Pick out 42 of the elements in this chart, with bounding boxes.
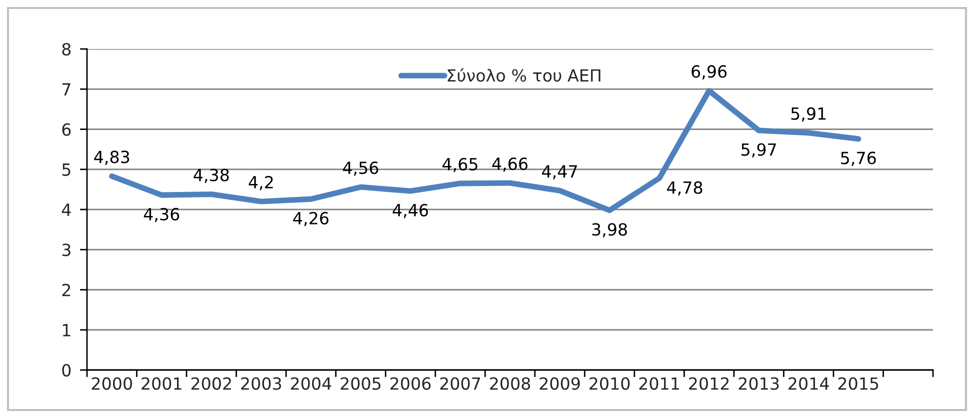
legend-label: Σύνολο % του ΑΕΠ xyxy=(448,68,600,82)
x-tick-label: 2007 xyxy=(440,377,480,390)
data-label: 4,36 xyxy=(144,208,180,222)
x-tick-label: 2006 xyxy=(390,377,431,390)
x-tick-label: 2001 xyxy=(142,377,182,390)
x-tick-label: 2009 xyxy=(540,377,580,390)
data-label: 4,26 xyxy=(293,212,328,226)
y-tick-label: 7 xyxy=(62,83,70,96)
data-label: 4,83 xyxy=(94,150,130,165)
x-tick-label: 2008 xyxy=(490,377,530,390)
data-label: 5,97 xyxy=(742,143,776,158)
x-tick-label: 2012 xyxy=(689,377,729,390)
data-label: 5,91 xyxy=(791,107,826,122)
x-tick-label: 2010 xyxy=(590,377,630,390)
data-label: 3,98 xyxy=(592,223,627,238)
data-label: 4,65 xyxy=(442,158,478,172)
data-label: 4,47 xyxy=(542,165,577,180)
y-tick-label: 1 xyxy=(62,324,70,336)
x-tick-label: 2015 xyxy=(838,377,878,390)
data-label: 4,38 xyxy=(194,168,229,183)
data-label: 4,66 xyxy=(492,157,528,172)
x-tick-label: 2004 xyxy=(290,377,332,390)
y-tick-label: 2 xyxy=(62,284,70,296)
x-tick-label: 2014 xyxy=(788,377,829,390)
y-tick-label: 0 xyxy=(62,364,71,377)
y-tick-label: 6 xyxy=(62,123,71,136)
x-tick-label: 2000 xyxy=(92,377,132,390)
data-label: 4,78 xyxy=(667,181,702,196)
data-label: 4,56 xyxy=(342,161,378,176)
y-tick-label: 8 xyxy=(62,42,71,56)
data-label: 5,76 xyxy=(841,152,876,166)
y-tick-label: 4 xyxy=(62,204,71,216)
x-tick-label: 2003 xyxy=(241,377,282,390)
y-tick-label: 3 xyxy=(62,244,70,256)
x-tick-label: 2002 xyxy=(191,377,231,390)
data-label: 4,2 xyxy=(248,176,273,190)
x-tick-label: 2013 xyxy=(738,377,779,390)
x-tick-label: 2005 xyxy=(340,377,380,390)
data-label: 4,46 xyxy=(392,204,428,218)
y-tick-label: 5 xyxy=(62,164,70,176)
data-label: 6,96 xyxy=(692,65,727,80)
x-tick-label: 2011 xyxy=(639,377,679,390)
